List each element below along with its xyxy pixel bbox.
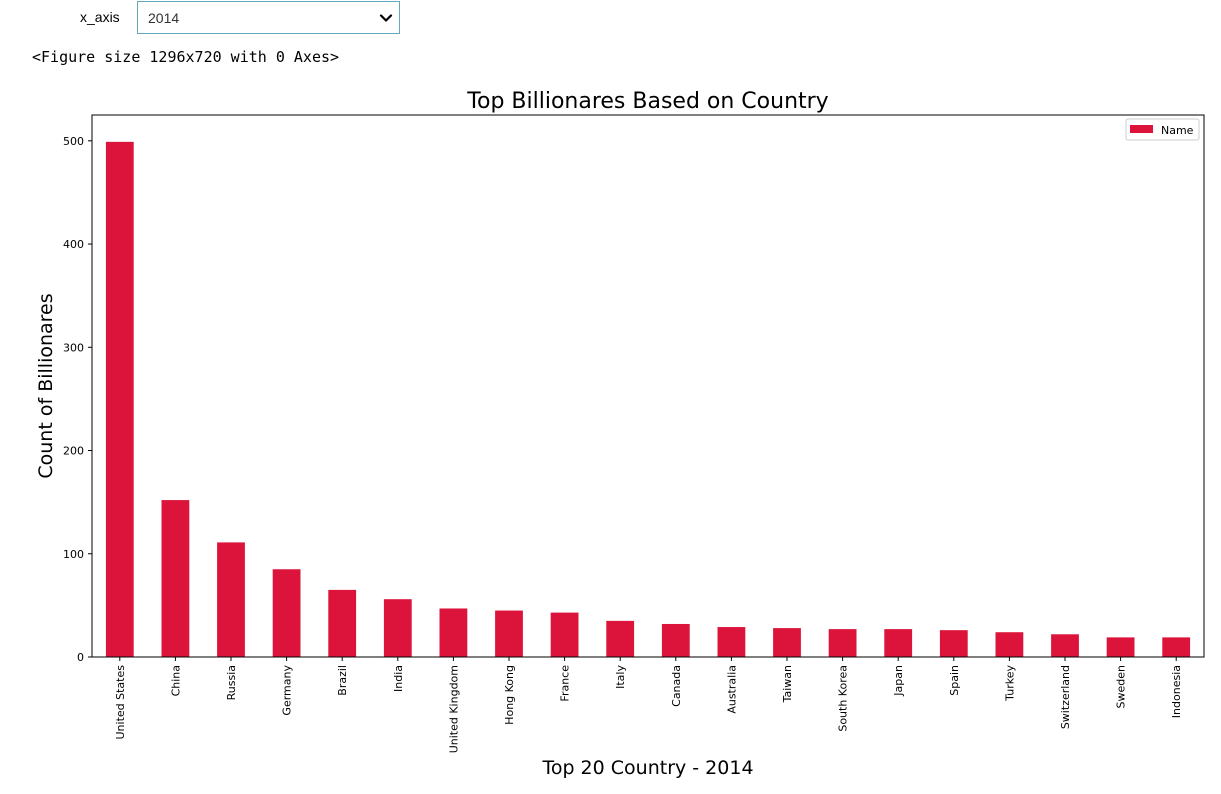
legend: Name (1125, 118, 1200, 141)
y-tick-label: 100 (63, 548, 84, 561)
y-axis-title: Count of Billionares (35, 293, 57, 478)
x-axis-label: x_axis (80, 9, 120, 25)
x-tick-label: India (392, 665, 405, 692)
x-tick-label: Spain (948, 665, 961, 696)
bars-group (105, 141, 1191, 657)
bar-russia (217, 542, 245, 657)
bar-sweden (1106, 637, 1135, 657)
x-axis-title: Top 20 Country - 2014 (541, 757, 753, 779)
y-tick-label: 200 (63, 445, 84, 458)
x-tick-label: Taiwan (781, 665, 794, 703)
bar-china (161, 500, 190, 657)
x-tick-label: Australia (725, 665, 738, 714)
bar-hong-kong (495, 610, 523, 657)
bar-japan (884, 629, 913, 657)
bar-italy (606, 620, 635, 657)
bar-south-korea (828, 629, 857, 657)
widget-row: x_axis 2014 (0, 0, 1221, 40)
bar-australia (717, 627, 746, 657)
x-axis-dropdown[interactable]: 2014 (137, 1, 400, 34)
plot-frame (91, 114, 1205, 658)
bar-india (383, 599, 412, 657)
legend-box (1125, 118, 1200, 141)
x-tick-label: Brazil (336, 665, 349, 696)
x-tick-label: Indonesia (1170, 665, 1183, 718)
x-tick-label: Sweden (1115, 665, 1128, 708)
bar-united-states (105, 141, 134, 657)
x-tick-label: Italy (614, 665, 627, 689)
figure-repr-text: <Figure size 1296x720 with 0 Axes> (32, 48, 340, 66)
x-tick-label: Russia (225, 665, 238, 700)
y-tick-label: 500 (63, 135, 84, 148)
bar-canada (661, 623, 690, 657)
bar-brazil (328, 589, 357, 657)
bar-taiwan (773, 628, 801, 657)
y-axis: 0 100 200 300 400 500 (63, 135, 92, 664)
bar-indonesia (1162, 637, 1191, 657)
x-tick-label: United Kingdom (447, 665, 460, 753)
x-tick-label: Germany (281, 665, 294, 716)
x-tick-label: South Korea (837, 665, 850, 732)
bar-turkey (995, 632, 1024, 657)
x-axis: United States China Russia Germany Brazil Ind… (114, 657, 1183, 753)
bar-switzerland (1051, 634, 1079, 657)
bar-france (550, 612, 579, 657)
x-tick-label: China (169, 665, 182, 696)
bar-united-kingdom (439, 608, 468, 657)
x-tick-label: Japan (892, 665, 905, 697)
legend-label: Name (1161, 124, 1194, 137)
y-tick-label: 0 (77, 651, 84, 664)
dropdown-selected-value: 2014 (148, 10, 180, 26)
chart-title: Top Billionares Based on Country (466, 89, 828, 114)
y-tick-label: 400 (63, 238, 84, 251)
bar-spain (939, 630, 968, 657)
x-tick-label: France (559, 665, 572, 702)
x-tick-label: Hong Kong (503, 665, 516, 725)
x-tick-label: Turkey (1003, 665, 1016, 702)
x-tick-label: United States (114, 665, 127, 740)
legend-swatch (1130, 125, 1153, 133)
y-tick-label: 300 (63, 341, 84, 354)
chevron-down-icon (379, 14, 393, 22)
x-tick-label: Canada (670, 665, 683, 707)
x-tick-label: Switzerland (1059, 665, 1072, 729)
bar-germany (272, 569, 301, 657)
